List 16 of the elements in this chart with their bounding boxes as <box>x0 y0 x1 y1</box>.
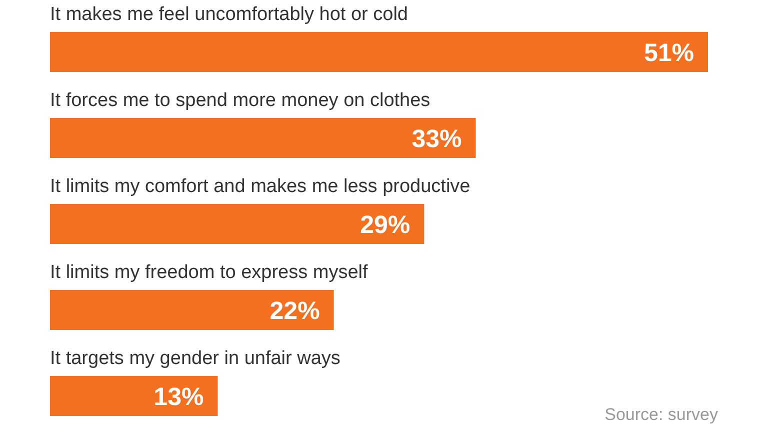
y-tick-label: It limits my freedom to express myself <box>50 262 369 283</box>
bar <box>50 32 708 72</box>
source-note: Source: survey <box>604 405 718 424</box>
bar <box>50 204 424 244</box>
y-tick-label: It makes me feel uncomfortably hot or cold <box>50 4 408 25</box>
bar <box>50 118 476 158</box>
data-label: 29% <box>360 211 410 239</box>
bar <box>50 290 334 330</box>
data-label: 13% <box>154 383 204 411</box>
y-tick-label: It limits my comfort and makes me less productive <box>50 176 470 197</box>
bar <box>50 376 218 416</box>
data-label: 33% <box>412 125 462 153</box>
data-label: 22% <box>270 297 320 325</box>
y-tick-label: It targets my gender in unfair ways <box>50 348 340 369</box>
y-tick-label: It forces me to spend more money on clothes <box>50 90 430 111</box>
data-label: 51% <box>644 39 694 67</box>
